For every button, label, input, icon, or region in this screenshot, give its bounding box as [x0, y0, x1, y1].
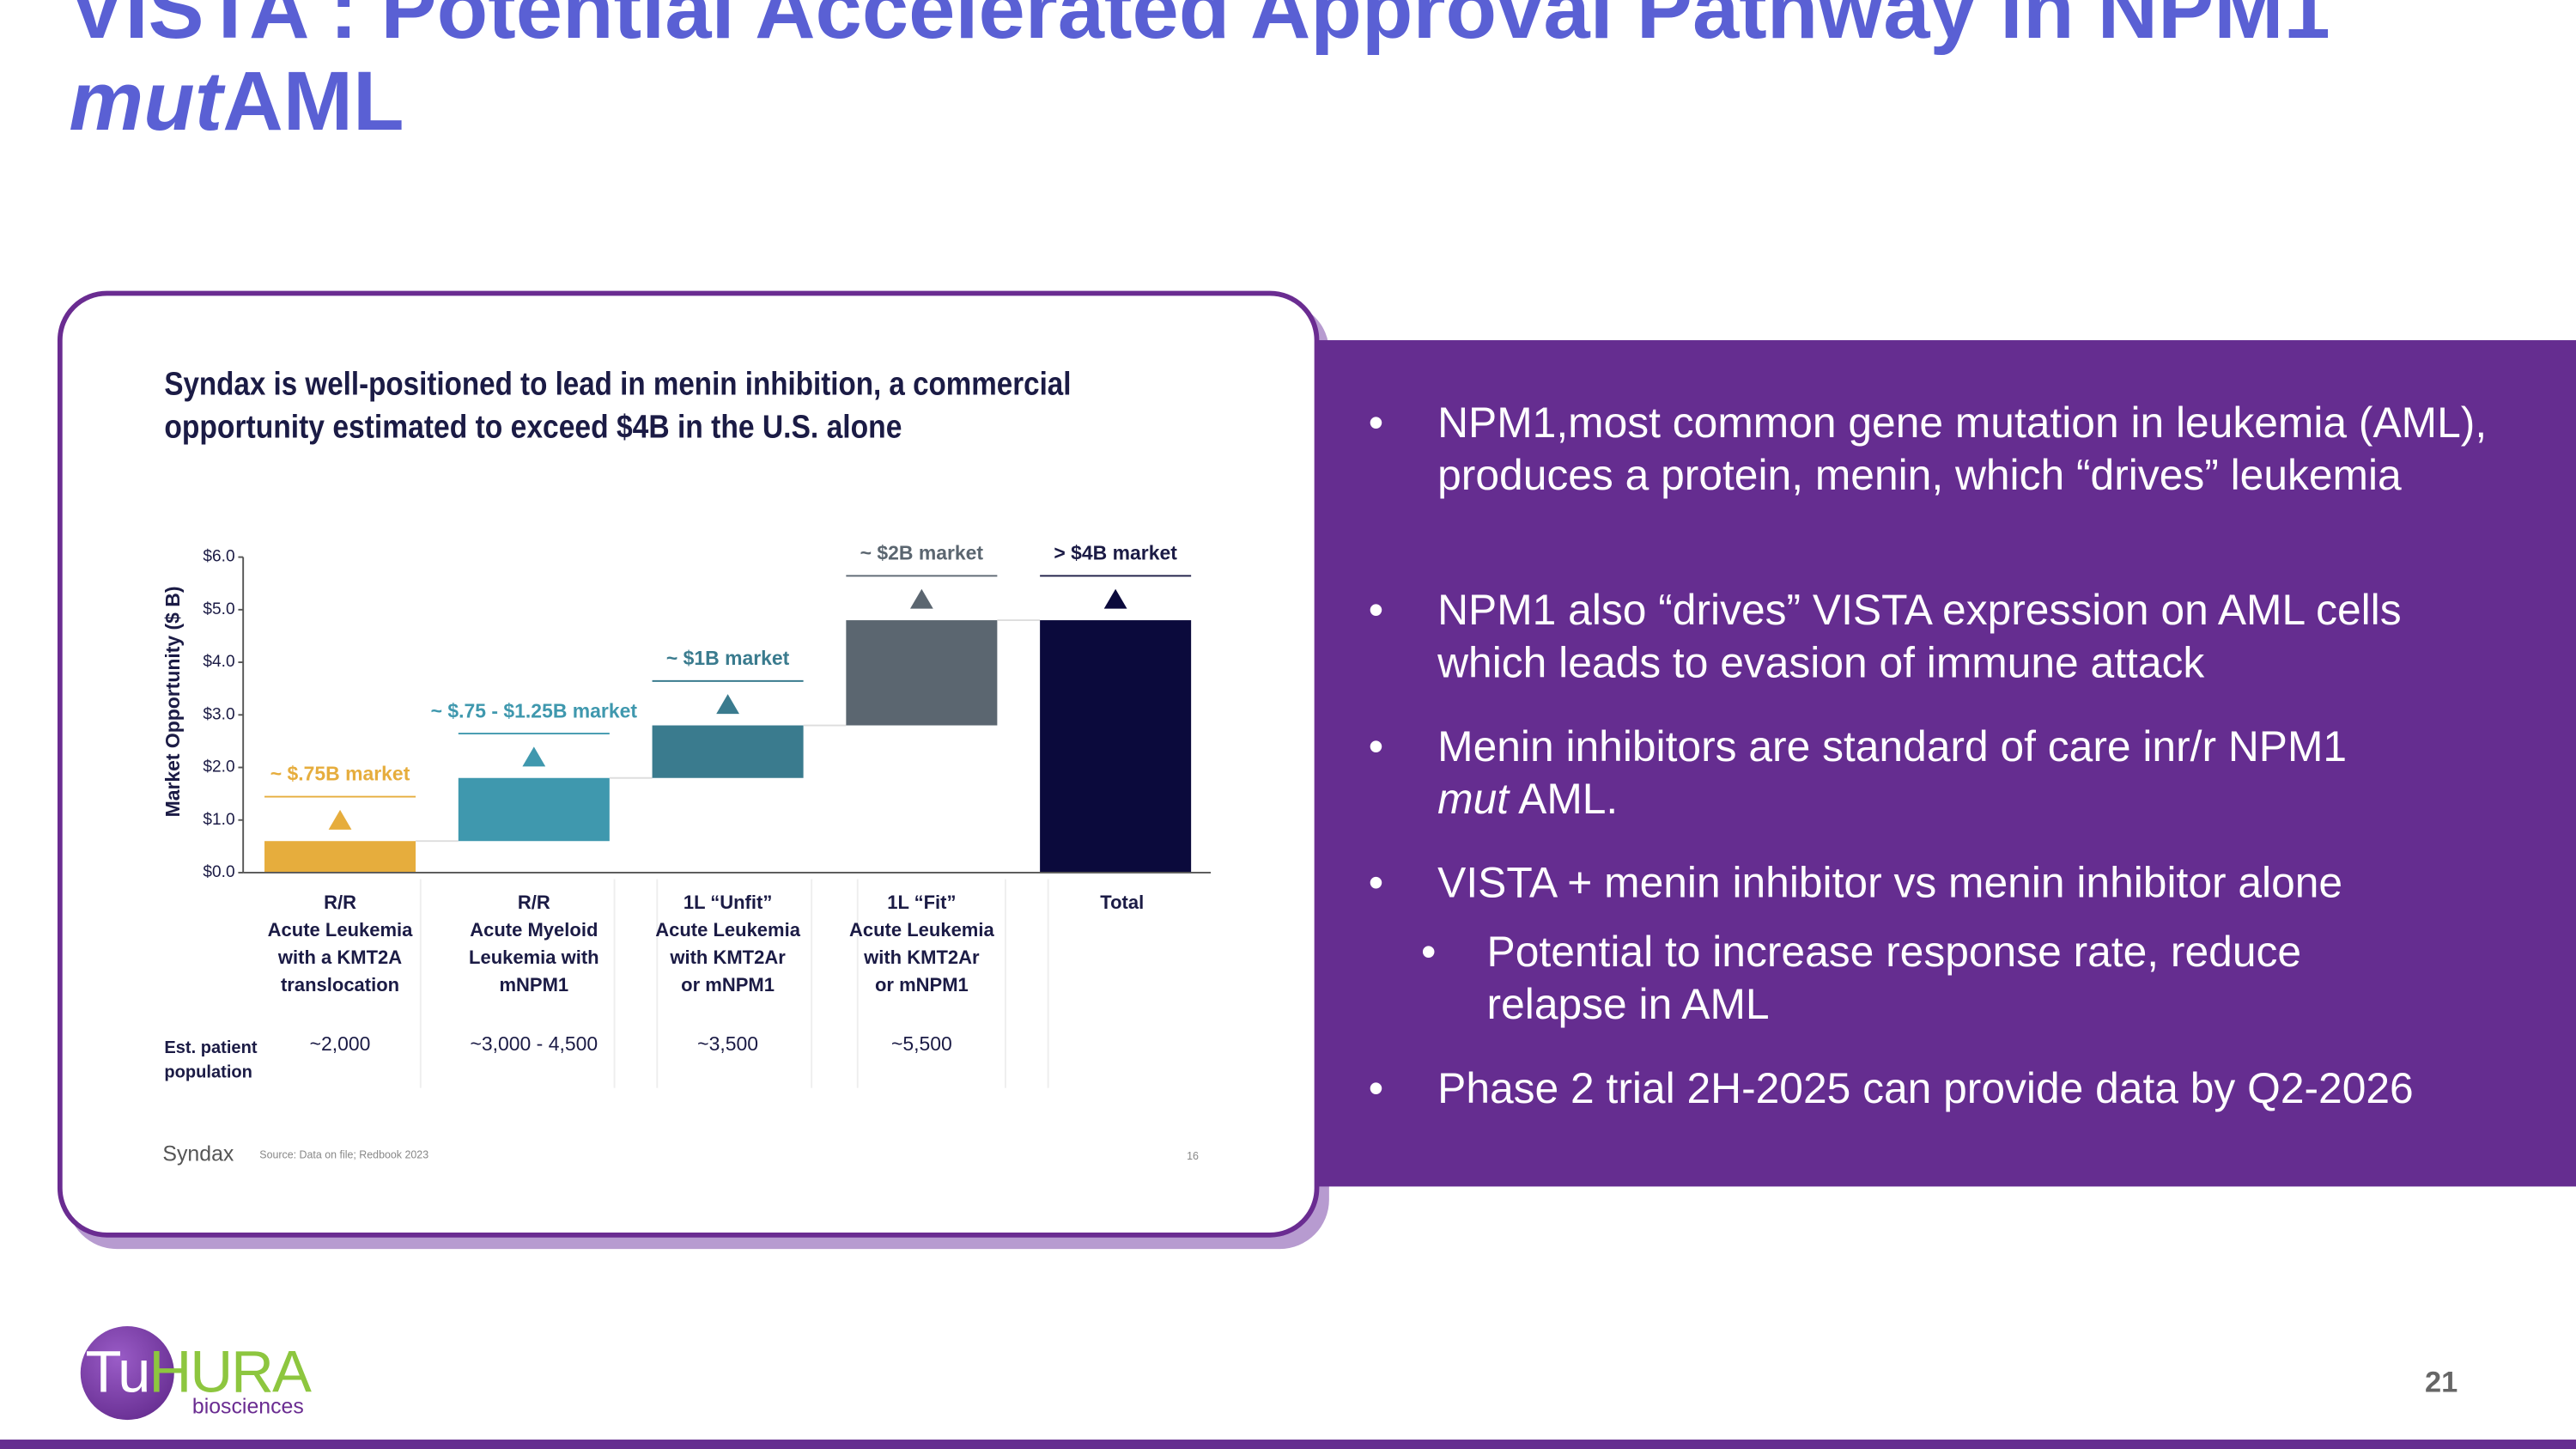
x-tick-label: Acute Leukemia	[655, 919, 800, 941]
y-tick-label: $3.0	[203, 705, 234, 723]
bullet: • NPM1,most common gene mutation in leuke…	[1368, 398, 2488, 500]
x-tick-label: 1L “Fit”	[887, 892, 956, 913]
source-logo: Syndax	[162, 1142, 234, 1166]
annotation: ~ $.75 - $1.25B market	[431, 699, 638, 721]
logo-text: Tu	[85, 1337, 150, 1405]
logo-subtext: biosciences	[191, 1393, 304, 1419]
annotation: ~ $1B market	[666, 647, 790, 669]
annotation-arrow	[1103, 588, 1127, 609]
row-label: Est. patient	[164, 1038, 258, 1057]
bullet: • NPM1 also “drives” VISTA expression on …	[1368, 585, 2402, 687]
x-tick-label: with a KMT2A	[277, 947, 402, 968]
bullet: • Phase 2 trial 2H-2025 can provide data …	[1368, 1062, 2414, 1113]
x-tick-label: Total	[1100, 892, 1144, 913]
bullet-text: mut	[1437, 774, 1510, 824]
x-tick-label: or mNPM1	[875, 974, 969, 995]
sub-bullet: • Potential to increase response rate, re…	[1421, 927, 2302, 1029]
source-page: 16	[1187, 1150, 1199, 1162]
bullet-text: VISTA + menin inhibitor vs menin inhibit…	[1437, 857, 2343, 908]
y-tick-label: $1.0	[203, 811, 234, 829]
x-tick-label: Acute Leukemia	[268, 919, 413, 941]
patient-population: ~3,500	[697, 1032, 758, 1055]
annotation-arrow	[716, 694, 739, 715]
patient-population: ~5,500	[891, 1032, 952, 1055]
bar	[1040, 620, 1192, 873]
source-note: Source: Data on file; Redbook 2023	[259, 1148, 428, 1160]
page-number: 21	[2425, 1365, 2458, 1399]
y-tick-label: $5.0	[203, 600, 234, 618]
x-tick-label: with KMT2Ar	[669, 947, 786, 968]
y-tick-label: $0.0	[203, 863, 234, 881]
annotation-arrow	[328, 809, 352, 830]
bar	[652, 725, 804, 778]
x-tick-label: R/R	[324, 892, 356, 913]
bar	[846, 620, 998, 726]
y-tick-label: $4.0	[203, 653, 234, 671]
title-text: AML	[222, 54, 404, 149]
bullet: • Menin inhibitors are standard of care i…	[1368, 721, 2348, 824]
annotation: ~ $.75B market	[270, 763, 410, 785]
x-tick-label: mNPM1	[499, 974, 568, 995]
annotation: ~ $2B market	[860, 542, 984, 564]
annotation-arrow	[909, 588, 933, 609]
x-tick-label: translocation	[281, 974, 399, 995]
chart-title: Syndax is well-positioned to lead in men…	[164, 366, 1071, 403]
x-tick-label: R/R	[518, 892, 550, 913]
bullet: • VISTA + menin inhibitor vs menin inhibi…	[1368, 857, 2343, 908]
bullet-panel	[1317, 340, 2576, 1187]
title-text: mut	[69, 54, 223, 149]
patient-population: ~3,000 - 4,500	[471, 1032, 598, 1055]
row-label: population	[164, 1063, 252, 1082]
y-tick-label: $2.0	[203, 758, 234, 776]
x-tick-label: Acute Myeloid	[470, 919, 598, 941]
x-tick-label: Acute Leukemia	[849, 919, 994, 941]
annotation: > $4B market	[1054, 542, 1177, 564]
logo-text: HURA	[149, 1337, 312, 1405]
title-text: VISTA : Potential Accelerated Approval P…	[69, 0, 2330, 57]
logo-mark	[80, 1326, 174, 1421]
chart-title: opportunity estimated to exceed $4B in t…	[164, 408, 902, 445]
x-tick-label: Leukemia with	[469, 947, 599, 968]
bar	[264, 841, 416, 873]
bullet-text: NPM1,most common gene mutation in leukem…	[1437, 398, 2488, 500]
bullet-text: Potential to increase response rate, red…	[1486, 927, 2302, 1029]
x-tick-label: with KMT2Ar	[863, 947, 980, 968]
x-tick-label: or mNPM1	[681, 974, 775, 995]
bullet-text: NPM1 also “drives” VISTA expression on A…	[1437, 585, 2402, 687]
footer-bar	[0, 1440, 2576, 1449]
bullet-text: Menin inhibitors are standard of care in…	[1437, 721, 2348, 771]
annotation-arrow	[522, 746, 546, 767]
bullet-text: Phase 2 trial 2H-2025 can provide data b…	[1437, 1062, 2414, 1113]
logo: TuHURA	[85, 1337, 312, 1406]
patient-population: ~2,000	[310, 1032, 371, 1055]
y-tick-label: $6.0	[203, 548, 234, 566]
bullet-text: AML.	[1509, 774, 1619, 824]
y-axis-label: Market Opportunity ($ B)	[161, 587, 184, 818]
x-tick-label: 1L “Unfit”	[683, 892, 772, 913]
slide-title: VISTA : Potential Accelerated Approval P…	[69, 0, 2330, 148]
bar	[458, 777, 610, 842]
